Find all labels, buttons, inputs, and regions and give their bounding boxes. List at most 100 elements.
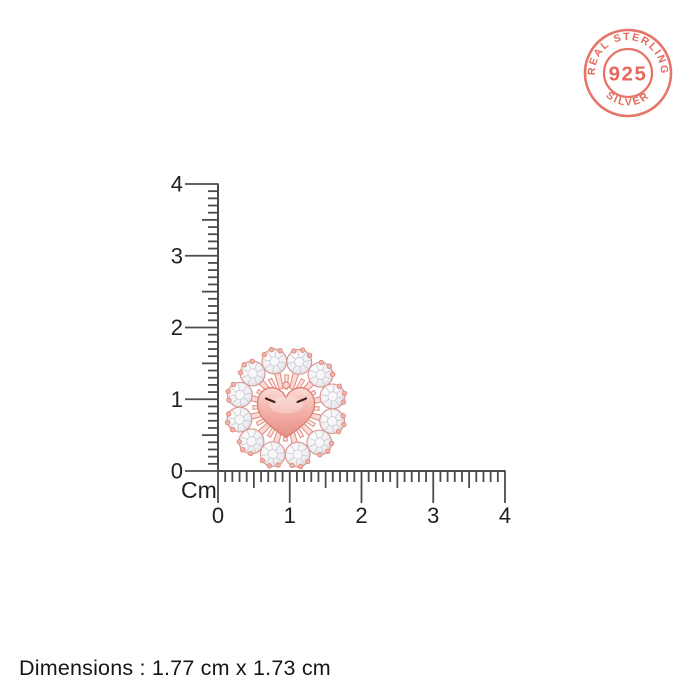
stone-facet-line (315, 363, 320, 371)
stone-prong (275, 462, 281, 468)
horizontal-ruler-label: 0 (212, 503, 224, 528)
stone-facet-line (286, 452, 294, 455)
stone-facet-line (230, 387, 237, 393)
stone-facet-line (321, 378, 326, 386)
stone-facet-line (336, 389, 343, 394)
heart-reflection-left (264, 397, 276, 404)
stone-facet-line (334, 399, 340, 406)
stone-facet-line (227, 417, 235, 420)
halo-stone (307, 359, 336, 388)
stone-prong (341, 421, 347, 428)
halo-stone (319, 383, 348, 410)
stone-facet-line (246, 430, 251, 438)
stone-prong (299, 347, 306, 353)
stone-facet-line (314, 431, 319, 439)
stone-facet-line (277, 452, 285, 455)
stone-prong (330, 371, 336, 377)
stone-facet-line (248, 362, 252, 370)
stone-table (294, 356, 305, 367)
halo-stone (306, 429, 335, 458)
stone-facet-line (278, 361, 286, 364)
stone-facet-line (275, 444, 281, 451)
stone-facet-line (320, 446, 324, 454)
stone-prong (289, 462, 295, 469)
dimensions-text: Dimensions : 1.77 cm x 1.73 cm (19, 656, 331, 680)
stone-table (327, 391, 338, 402)
stone-facet-line (256, 374, 264, 379)
stone-prong (259, 457, 266, 464)
heart-reflection-right (296, 397, 308, 404)
stone-facet-line (240, 442, 248, 446)
stone-facet-line (330, 400, 333, 408)
stone-prong (226, 397, 232, 403)
stone-facet-line (241, 368, 249, 373)
stone-facet-line (337, 396, 345, 399)
stone-facet-line (291, 365, 297, 372)
stone-facet-line (242, 385, 248, 392)
stone-facet-line (289, 354, 296, 360)
halo-stone (286, 347, 313, 375)
stone-table (267, 449, 278, 460)
halo-stone (224, 406, 253, 433)
horizontal-ruler-label: 2 (355, 503, 367, 528)
stone-facet-line (256, 368, 264, 373)
vertical-ruler-label: 4 (171, 172, 183, 197)
stone-prong (237, 369, 244, 376)
measurement-ruler (185, 183, 506, 503)
stone-facet-line (276, 456, 283, 462)
stone-facet-line (303, 360, 311, 362)
stone-facet-line (276, 364, 282, 371)
stone-facet-line (242, 412, 249, 418)
stone-facet-line (309, 369, 317, 374)
stone-facet-line (325, 386, 331, 393)
stone-prong (241, 361, 247, 368)
stone-prong (225, 388, 231, 395)
stone-facet-line (255, 436, 263, 441)
stone-facet-line (332, 384, 335, 392)
stone-facet-line (332, 425, 334, 433)
horizontal-ruler-label: 1 (284, 503, 296, 528)
stone-facet-line (247, 377, 252, 385)
stone-facet-line (302, 454, 310, 457)
stone-table (234, 389, 245, 400)
stone-prong (268, 346, 275, 353)
stone-facet-line (323, 437, 331, 442)
stamp-inner-ring (602, 47, 654, 99)
stone-facet-line (246, 445, 251, 453)
stone-facet-line (272, 458, 275, 466)
stone-prong (306, 352, 313, 359)
stone-facet-line (254, 362, 258, 370)
stone-facet-line (330, 409, 333, 417)
stone-prong (341, 390, 348, 397)
stone-facet-line (232, 410, 238, 417)
stone-prong (340, 413, 346, 419)
stone-facet-line (334, 411, 340, 418)
stone-facet-line (252, 430, 257, 438)
stone-facet-line (229, 422, 236, 427)
stamp-bottom-text: SILVER (604, 89, 653, 108)
ruler-unit-label: Cm (181, 477, 217, 503)
stone-prong (318, 359, 325, 366)
stone-table (315, 369, 326, 380)
stone-facet-line (321, 394, 329, 397)
stone-table (269, 356, 280, 367)
halo-stone (225, 381, 253, 408)
stone-prong (325, 448, 331, 455)
stone-facet-line (253, 377, 258, 385)
halo-stone (284, 441, 311, 470)
stone-facet-line (301, 352, 307, 359)
stone-facet-line (272, 365, 275, 373)
stone-facet-line (315, 378, 320, 386)
halo-stone (319, 408, 347, 435)
stone-facet-line (323, 398, 330, 404)
stone-facet-line (267, 351, 272, 358)
halo-stone (259, 441, 286, 469)
stone-facet-line (232, 398, 238, 405)
stone-facet-line (277, 354, 284, 360)
stone-table (246, 436, 257, 447)
stone-facet-line (323, 443, 331, 448)
stone-facet-line (228, 394, 236, 397)
stone-prong (297, 463, 304, 470)
stone-facet-line (252, 445, 257, 453)
